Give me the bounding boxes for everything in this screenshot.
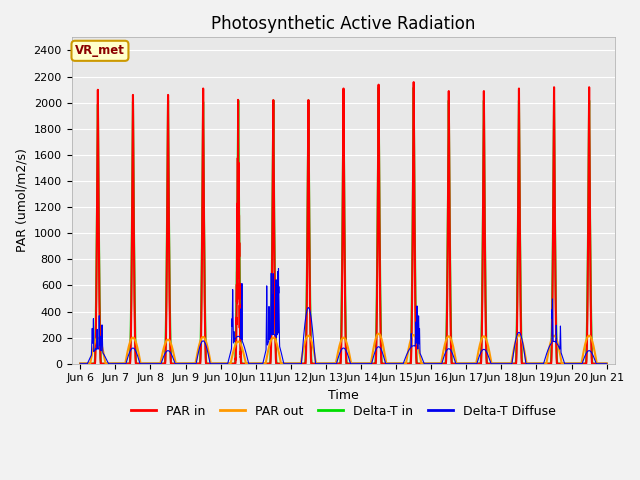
- Y-axis label: PAR (umol/m2/s): PAR (umol/m2/s): [15, 149, 28, 252]
- Legend: PAR in, PAR out, Delta-T in, Delta-T Diffuse: PAR in, PAR out, Delta-T in, Delta-T Dif…: [125, 400, 561, 423]
- X-axis label: Time: Time: [328, 389, 359, 402]
- Title: Photosynthetic Active Radiation: Photosynthetic Active Radiation: [211, 15, 476, 33]
- Text: VR_met: VR_met: [75, 44, 125, 57]
